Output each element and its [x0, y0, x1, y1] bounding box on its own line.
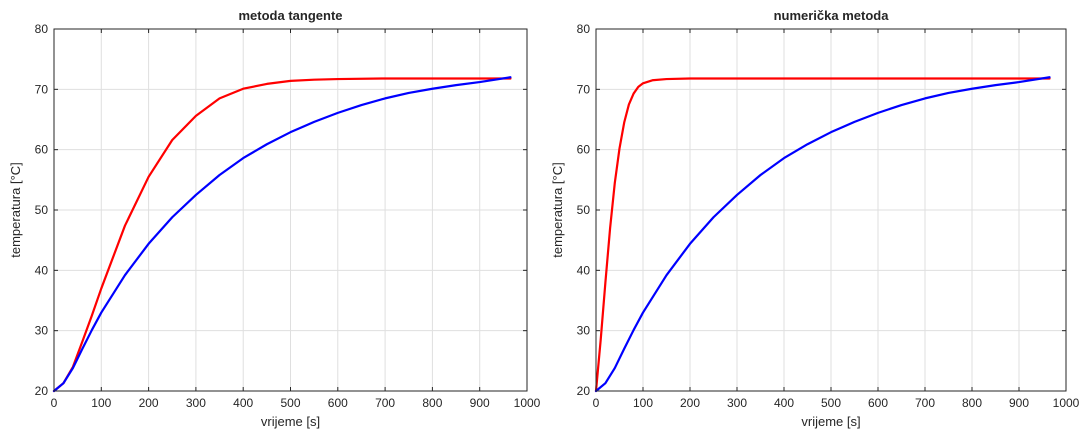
- y-tick-label: 80: [35, 22, 49, 36]
- x-tick-label: 600: [868, 396, 888, 410]
- x-tick-label: 0: [593, 396, 600, 410]
- chart-1: 0 100 200 300 400 500 600 700 800 900 1000 20 30 40 50…: [8, 8, 541, 429]
- y-axis-label: temperatura [°C]: [8, 162, 23, 258]
- x-tick-label: 600: [328, 396, 348, 410]
- series-line-1: [52, 77, 512, 393]
- y-tick-label: 40: [35, 263, 49, 277]
- x-tick-label: 900: [1009, 396, 1029, 410]
- y-tick-label: 50: [577, 203, 591, 217]
- series-line-1: [594, 77, 1051, 393]
- x-tick-label: 500: [280, 396, 300, 410]
- x-tick-label: 400: [774, 396, 794, 410]
- x-tick-label: 800: [422, 396, 442, 410]
- x-tick-label: 500: [821, 396, 841, 410]
- y-tick-label: 60: [35, 143, 49, 157]
- x-tick-label: 900: [470, 396, 490, 410]
- x-tick-label: 700: [375, 396, 395, 410]
- x-axis-label: vrijeme [s]: [261, 414, 320, 429]
- x-tick-label: 200: [680, 396, 700, 410]
- chart-2: 0 100 200 300 400 500 600 700 800 900 1000 20 30 40 50…: [550, 8, 1080, 429]
- y-tick-label: 80: [577, 22, 591, 36]
- x-tick-label: 1000: [514, 396, 541, 410]
- y-tick-label: 50: [35, 203, 49, 217]
- x-axis-label: vrijeme [s]: [801, 414, 860, 429]
- y-tick-label: 30: [577, 324, 591, 338]
- y-axis-label: temperatura [°C]: [550, 162, 565, 258]
- chart-title: metoda tangente: [238, 8, 342, 23]
- y-tick-label: 40: [577, 263, 591, 277]
- y-tick-label: 20: [35, 384, 49, 398]
- x-tick-label: 300: [186, 396, 206, 410]
- y-tick-label: 60: [577, 143, 591, 157]
- x-tick-label: 400: [233, 396, 253, 410]
- x-tick-label: 700: [915, 396, 935, 410]
- x-tick-label: 1000: [1053, 396, 1080, 410]
- x-tick-label: 0: [51, 396, 58, 410]
- series-line-2: [594, 76, 1051, 393]
- x-tick-label: 200: [139, 396, 159, 410]
- chart-title: numerička metoda: [774, 8, 890, 23]
- y-tick-label: 20: [577, 384, 591, 398]
- x-tick-label: 100: [91, 396, 111, 410]
- x-tick-label: 300: [727, 396, 747, 410]
- y-tick-label: 70: [577, 82, 591, 96]
- y-tick-label: 30: [35, 324, 49, 338]
- x-tick-label: 800: [962, 396, 982, 410]
- series-line-2: [52, 76, 512, 393]
- x-tick-label: 100: [633, 396, 653, 410]
- y-tick-label: 70: [35, 82, 49, 96]
